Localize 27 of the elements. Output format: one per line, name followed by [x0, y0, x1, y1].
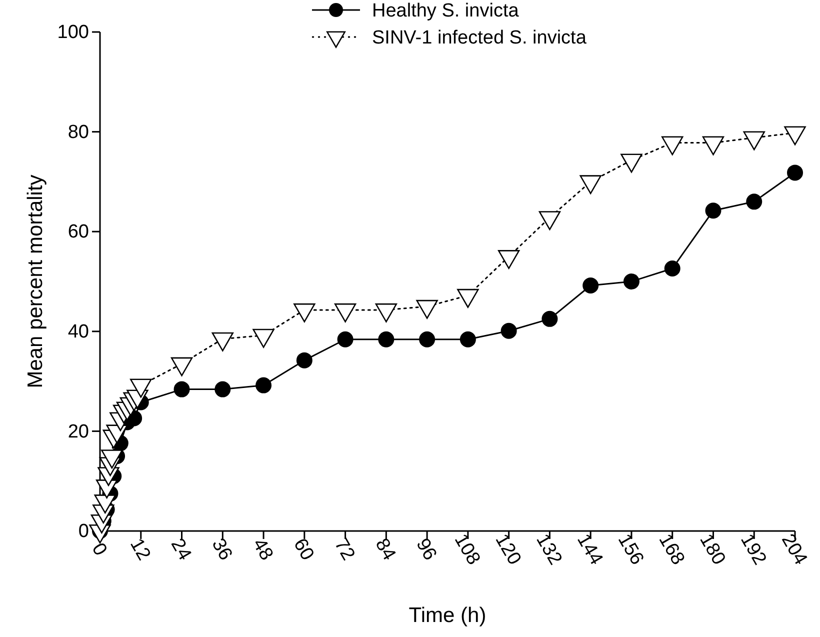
x-tick-label: 192 — [736, 530, 770, 569]
x-tick-label: 24 — [166, 535, 196, 564]
x-tick-label: 120 — [490, 530, 525, 569]
y-axis-title: Mean percent mortality — [24, 174, 47, 388]
x-tick-label: 96 — [412, 535, 440, 564]
x-tick-label: 132 — [532, 530, 566, 569]
y-tick-label: 100 — [57, 22, 89, 44]
y-tick-label: 80 — [68, 122, 89, 143]
y-tick-label: 60 — [68, 222, 89, 243]
x-tick-label: 12 — [126, 535, 154, 564]
legend-label: SINV-1 infected S. invicta — [372, 28, 587, 49]
x-tick-label: 180 — [695, 530, 730, 569]
x-axis-title: Time (h) — [408, 604, 486, 627]
x-tick-label: 0 — [87, 540, 111, 560]
x-tick-label: 156 — [613, 530, 648, 569]
legend-label: Healthy S. invicta — [372, 0, 520, 22]
y-tick-label: 40 — [68, 321, 89, 342]
x-tick-label: 60 — [289, 535, 318, 564]
x-tick-label: 108 — [450, 530, 484, 569]
x-tick-label: 204 — [776, 530, 812, 569]
y-tick-label: 20 — [68, 421, 89, 442]
x-tick-label: 48 — [248, 535, 277, 564]
x-tick-label: 144 — [572, 530, 607, 569]
x-tick-label: 168 — [654, 530, 688, 569]
x-tick-label: 36 — [207, 535, 236, 564]
x-tick-label: 84 — [370, 535, 400, 564]
x-tick-label: 72 — [330, 535, 359, 564]
